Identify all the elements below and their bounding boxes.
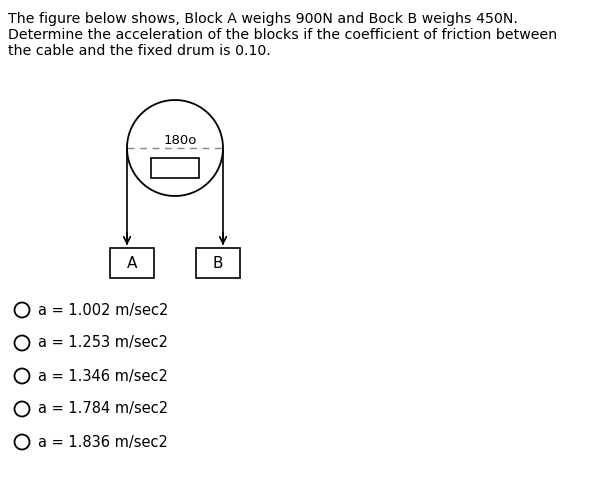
Text: B: B (213, 255, 223, 270)
Text: a = 1.346 m/sec2: a = 1.346 m/sec2 (38, 368, 168, 384)
Text: The figure below shows, Block A weighs 900N and Bock B weighs 450N.: The figure below shows, Block A weighs 9… (8, 12, 518, 26)
Text: A: A (127, 255, 137, 270)
Bar (196, 248, 240, 278)
Bar (110, 248, 154, 278)
Text: a = 1.784 m/sec2: a = 1.784 m/sec2 (38, 401, 168, 416)
Text: a = 1.002 m/sec2: a = 1.002 m/sec2 (38, 302, 168, 317)
Text: a = 1.836 m/sec2: a = 1.836 m/sec2 (38, 435, 168, 449)
Text: Determine the acceleration of the blocks if the coefficient of friction between: Determine the acceleration of the blocks… (8, 28, 557, 42)
Text: 180o: 180o (163, 134, 197, 147)
Bar (151, 158, 199, 178)
Text: a = 1.253 m/sec2: a = 1.253 m/sec2 (38, 336, 168, 350)
Text: the cable and the fixed drum is 0.10.: the cable and the fixed drum is 0.10. (8, 44, 271, 58)
